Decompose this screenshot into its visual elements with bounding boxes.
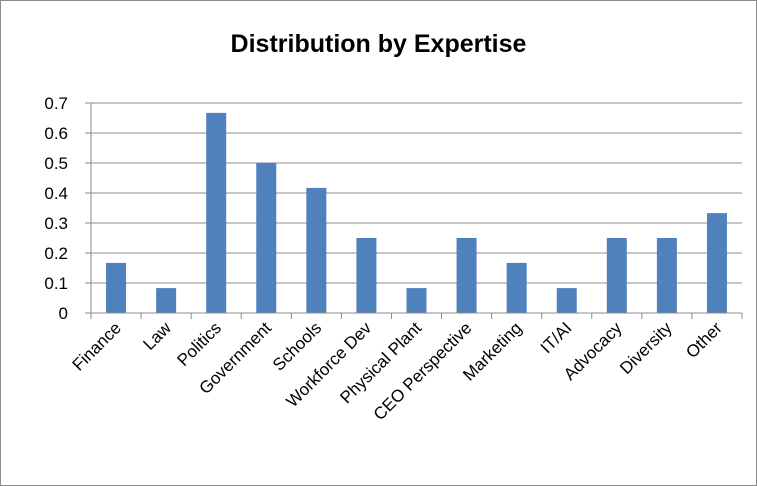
y-tick-label: 0.3 [44,214,68,233]
bar [206,112,227,314]
y-tick-label: 0.7 [44,94,68,113]
x-tick-label: IT/AI [537,318,576,357]
gridlines [91,102,742,284]
y-tick-labels: 0 0.1 0.2 0.3 0.4 0.5 0.6 0.7 [44,94,68,323]
y-tick-label: 0.2 [44,244,68,263]
bar [706,213,727,313]
x-tick-label: Other [682,318,726,362]
bar [656,238,677,313]
axes [85,102,743,319]
x-tick-label: Workforce Dev [283,318,376,411]
x-tick-label: Finance [69,318,125,374]
bar [356,238,377,313]
bar [306,187,327,313]
bar [406,288,427,313]
y-tick-label: 0 [59,304,68,323]
x-tick-label: Law [139,318,175,354]
bar [606,238,627,313]
y-tick-label: 0.6 [44,124,68,143]
bar [106,262,127,313]
bar [156,288,177,313]
x-tick-label: Diversity [616,318,676,378]
bar [256,163,277,313]
y-tick-label: 0.1 [44,274,68,293]
bar [506,262,527,313]
bar [456,238,477,313]
bars [106,112,727,314]
x-tick-labels: Finance LawPoliticsGovernmentSchoolsWorkf… [69,318,726,424]
y-tick-label: 0.5 [44,154,68,173]
chart-title: Distribution by Expertise [230,30,527,58]
y-tick-label: 0.4 [44,184,68,203]
bar [556,288,577,313]
